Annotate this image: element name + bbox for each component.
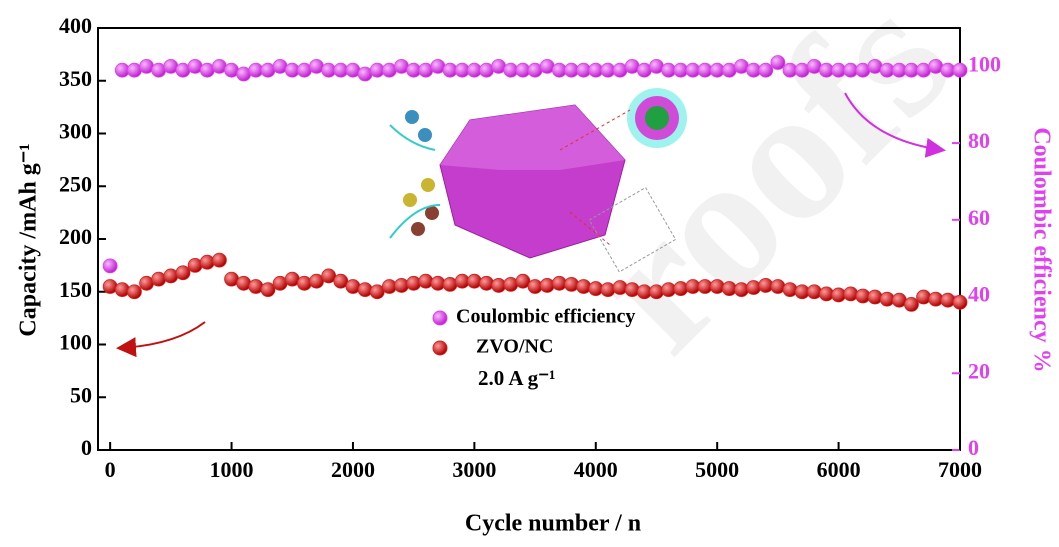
- chart: roofs Cycle number / n Capacity /mAh g⁻¹…: [0, 0, 1059, 547]
- legend-label: ZVO/NC: [476, 336, 553, 358]
- point: [771, 56, 785, 70]
- x-tick-label: 1000: [210, 457, 254, 482]
- point: [395, 278, 409, 292]
- point: [407, 276, 421, 290]
- y-tick-label: 400: [59, 13, 92, 38]
- x-tick-label: 7000: [938, 457, 982, 482]
- point: [868, 290, 882, 304]
- point: [443, 277, 457, 291]
- y2-tick-label: 20: [968, 358, 990, 383]
- x-tick-label: 5000: [695, 457, 739, 482]
- point: [771, 279, 785, 293]
- point: [249, 279, 263, 293]
- zoom-center: [645, 106, 669, 130]
- y-tick-label: 350: [59, 66, 92, 91]
- y-tick-label: 300: [59, 119, 92, 144]
- y-tick-label: 250: [59, 171, 92, 196]
- point: [188, 258, 202, 272]
- y-tick-label: 50: [70, 382, 92, 407]
- y2-tick-label: 100: [968, 51, 1001, 76]
- legend-label: Coulombic efficiency: [456, 306, 635, 328]
- y2-tick-label: 80: [968, 128, 990, 153]
- legend-marker: [433, 311, 447, 325]
- point: [674, 282, 688, 296]
- facet: [440, 105, 625, 170]
- point: [127, 285, 141, 299]
- point: [953, 295, 967, 309]
- point: [103, 279, 117, 293]
- x-tick-label: 0: [105, 457, 116, 482]
- y-tick-label: 100: [59, 330, 92, 355]
- x-tick-label: 6000: [817, 457, 861, 482]
- point: [358, 283, 372, 297]
- point: [577, 279, 591, 293]
- point: [297, 276, 311, 290]
- point: [953, 63, 967, 77]
- point: [710, 279, 724, 293]
- point: [467, 274, 481, 288]
- point: [164, 269, 178, 283]
- x-tick-label: 2000: [331, 457, 375, 482]
- point: [540, 278, 554, 292]
- point: [601, 283, 615, 297]
- x-tick-label: 4000: [574, 457, 618, 482]
- point: [613, 281, 627, 295]
- point: [807, 285, 821, 299]
- ion: [418, 128, 432, 142]
- ion: [411, 222, 425, 236]
- point: [419, 274, 433, 288]
- point: [176, 266, 190, 280]
- y-tick-label: 200: [59, 224, 92, 249]
- point: [747, 281, 761, 295]
- legend-marker: [433, 341, 447, 355]
- point: [844, 287, 858, 301]
- x-tick-label: 3000: [452, 457, 496, 482]
- y2-tick-label: 60: [968, 205, 990, 230]
- watermark: roofs: [552, 0, 989, 391]
- point: [504, 277, 518, 291]
- ion: [405, 110, 419, 124]
- point: [152, 272, 166, 286]
- point: [941, 293, 955, 307]
- axis-arrow: [120, 322, 205, 348]
- point: [103, 259, 117, 273]
- ion: [421, 178, 435, 192]
- point: [346, 279, 360, 293]
- point: [904, 297, 918, 311]
- point: [212, 253, 226, 267]
- y-axis-label: Capacity /mAh g⁻¹: [16, 143, 42, 336]
- annotation: 2.0 A g⁻¹: [478, 366, 555, 390]
- point: [480, 276, 494, 290]
- x-axis-label: Cycle number / n: [465, 511, 641, 537]
- y2-tick-label: 40: [968, 282, 990, 307]
- ion: [403, 193, 417, 207]
- point: [734, 283, 748, 297]
- point: [115, 283, 129, 297]
- point: [783, 283, 797, 297]
- point: [200, 255, 214, 269]
- point: [759, 63, 773, 77]
- y-tick-label: 150: [59, 277, 92, 302]
- y-tick-label: 0: [81, 435, 92, 460]
- point: [625, 283, 639, 297]
- point: [237, 276, 251, 290]
- point: [564, 277, 578, 291]
- point: [649, 285, 663, 299]
- point: [917, 290, 931, 304]
- y2-axis-label: Coulombic efficiency %: [1028, 127, 1054, 372]
